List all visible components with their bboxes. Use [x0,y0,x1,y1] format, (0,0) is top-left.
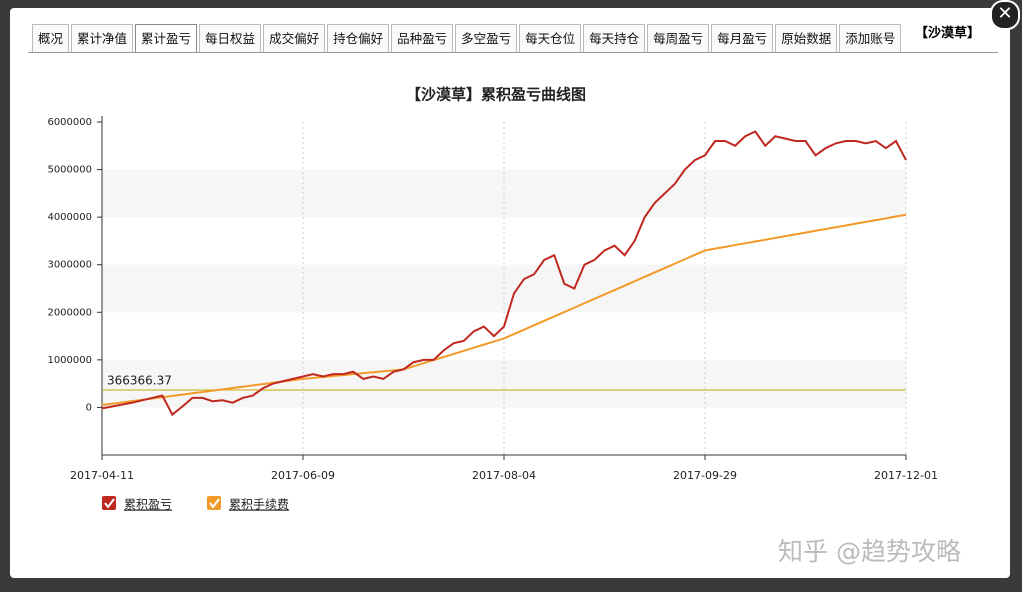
y-tick-label: 3000000 [47,260,92,271]
y-tick-label: 2000000 [47,307,92,318]
y-tick-label: 5000000 [47,165,92,176]
legend-check [104,498,115,509]
tab[interactable]: 每周盈亏 [647,24,710,52]
x-tick-label: 2017-12-01 [874,469,938,482]
tab[interactable]: 每月盈亏 [711,24,774,52]
legend-label[interactable]: 累积盈亏 [124,498,172,512]
x-tick-label: 2017-08-04 [472,469,536,482]
y-tick-label: 0 [86,402,92,413]
tab[interactable]: 累计净值 [71,24,134,52]
tab[interactable]: 累计盈亏 [135,24,198,52]
account-name: 【沙漠草】 [915,26,981,41]
series-line [101,213,907,407]
x-tick-label: 2017-04-11 [70,469,134,482]
legend-checkbox[interactable] [102,496,116,510]
tab[interactable]: 成交偏好 [263,24,326,52]
y-tick-label: 1000000 [47,355,92,366]
tab-bar: 概况 累计净值 累计盈亏 每日权益 成交偏好 持仓偏好 品种盈亏 多空盈亏 每天仓位 每天持仓 每周… [32,24,902,52]
close-button[interactable]: ✕ [990,0,1020,30]
x-tick-label: 2017-09-29 [673,469,737,482]
tab[interactable]: 概况 [32,24,70,52]
tab[interactable]: 每天持仓 [583,24,646,52]
y-tick-label: 6000000 [47,117,92,128]
legend-label[interactable]: 累积手续费 [229,498,289,512]
legend-check [209,498,220,509]
series-line [101,130,907,417]
legend-checkbox[interactable] [207,496,221,510]
tab[interactable]: 添加账号 [839,24,902,52]
tab[interactable]: 每天仓位 [519,24,582,52]
tab-divider [28,52,998,53]
chart-title: 【沙漠草】累积盈亏曲线图 [406,86,586,104]
y-tick-label: 4000000 [47,212,92,223]
tab[interactable]: 多空盈亏 [455,24,518,52]
reference-label: 366366.37 [107,374,172,388]
x-tick-label: 2017-06-09 [271,469,335,482]
tab[interactable]: 品种盈亏 [391,24,454,52]
tab[interactable]: 持仓偏好 [327,24,390,52]
watermark: 知乎 @趋势攻略 [778,537,961,566]
tab[interactable]: 每日权益 [199,24,262,52]
tab[interactable]: 原始数据 [775,24,838,52]
